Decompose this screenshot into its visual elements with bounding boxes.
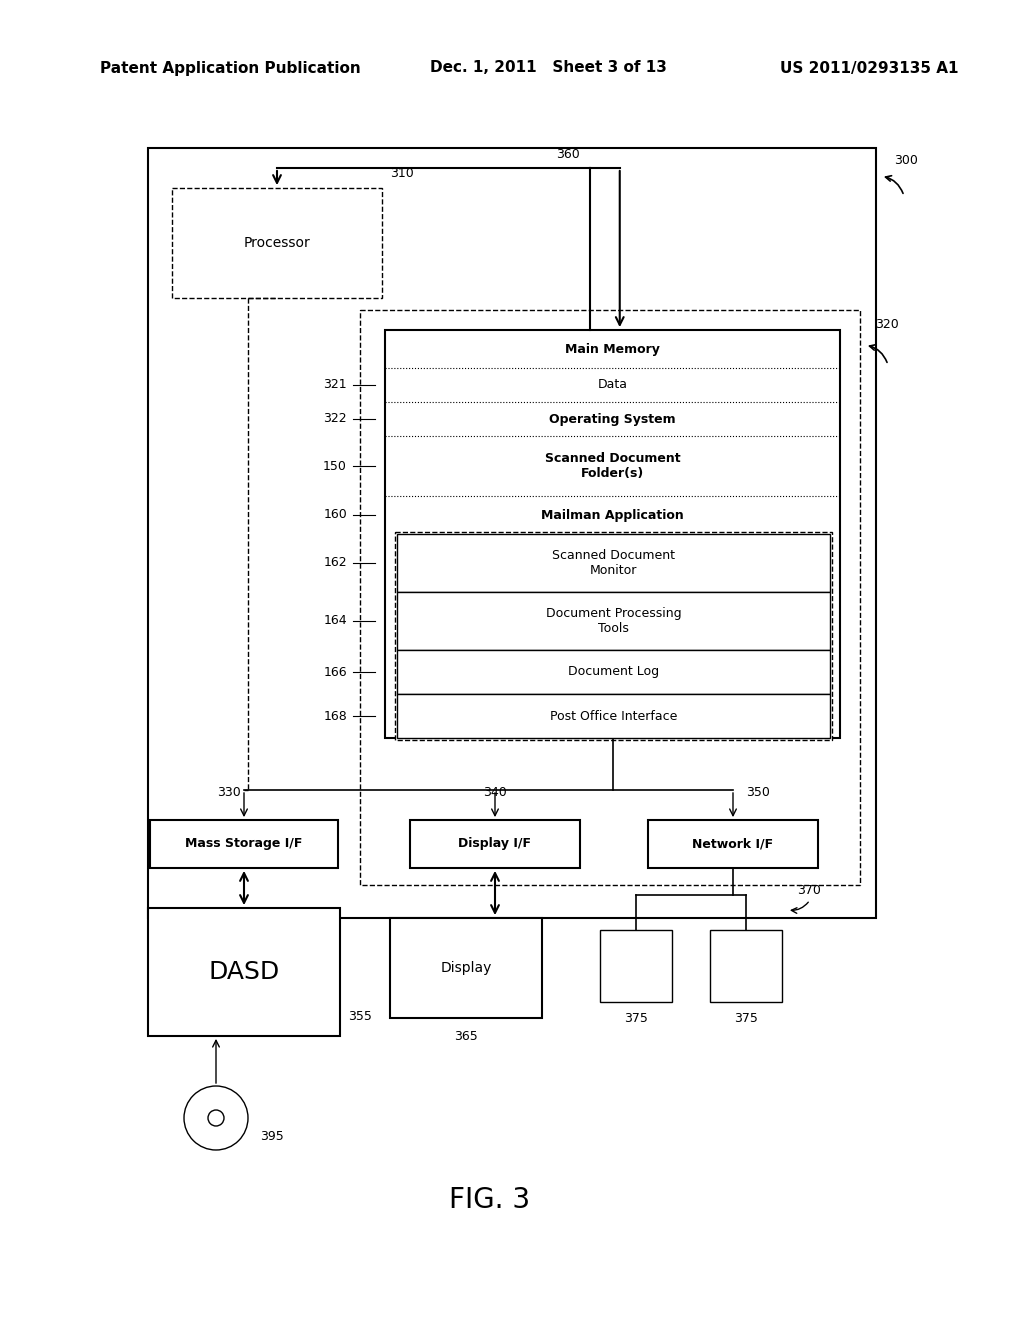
Text: 330: 330 (217, 785, 241, 799)
Text: 350: 350 (746, 785, 770, 799)
Text: 365: 365 (454, 1030, 478, 1043)
Text: Data: Data (597, 379, 628, 392)
Bar (648, 820, 818, 869)
Text: Dec. 1, 2011   Sheet 3 of 13: Dec. 1, 2011 Sheet 3 of 13 (430, 61, 667, 75)
Bar (397, 591, 830, 649)
Text: 310: 310 (390, 168, 414, 180)
Text: FIG. 3: FIG. 3 (450, 1185, 530, 1214)
Text: Mass Storage I/F: Mass Storage I/F (185, 837, 303, 850)
Text: Document Processing
Tools: Document Processing Tools (546, 607, 681, 635)
Bar (360, 310, 860, 884)
Text: Mailman Application: Mailman Application (541, 508, 684, 521)
Text: 370: 370 (797, 883, 821, 896)
Text: Scanned Document
Folder(s): Scanned Document Folder(s) (545, 451, 680, 480)
Text: Main Memory: Main Memory (565, 342, 659, 355)
Text: 300: 300 (894, 153, 918, 166)
Bar (397, 694, 830, 738)
Text: 162: 162 (324, 557, 347, 569)
Text: 322: 322 (324, 412, 347, 425)
Text: 360: 360 (556, 148, 580, 161)
Text: Post Office Interface: Post Office Interface (550, 710, 677, 722)
Text: 375: 375 (624, 1011, 648, 1024)
Text: 150: 150 (324, 459, 347, 473)
Text: Display I/F: Display I/F (459, 837, 531, 850)
Bar (410, 820, 580, 869)
Text: Display: Display (440, 961, 492, 975)
Text: DASD: DASD (208, 960, 280, 983)
Text: Document Log: Document Log (568, 665, 659, 678)
Bar (710, 931, 782, 1002)
Text: 164: 164 (324, 615, 347, 627)
Bar (148, 148, 876, 917)
Text: 321: 321 (324, 379, 347, 392)
Text: Operating System: Operating System (549, 412, 676, 425)
Text: 375: 375 (734, 1011, 758, 1024)
Bar (395, 532, 831, 741)
Text: 395: 395 (260, 1130, 284, 1143)
Text: US 2011/0293135 A1: US 2011/0293135 A1 (780, 61, 958, 75)
Bar (385, 330, 840, 738)
Text: Processor: Processor (244, 236, 310, 249)
Bar (600, 931, 672, 1002)
Bar (148, 908, 340, 1036)
Bar (150, 820, 338, 869)
Text: 355: 355 (348, 1010, 372, 1023)
Text: 166: 166 (324, 665, 347, 678)
Text: 320: 320 (874, 318, 899, 331)
Bar (397, 649, 830, 694)
Text: 340: 340 (483, 785, 507, 799)
Bar (397, 535, 830, 591)
Text: Network I/F: Network I/F (692, 837, 773, 850)
Text: Scanned Document
Monitor: Scanned Document Monitor (552, 549, 675, 577)
Text: Patent Application Publication: Patent Application Publication (100, 61, 360, 75)
Text: 160: 160 (324, 508, 347, 521)
Text: 168: 168 (324, 710, 347, 722)
Bar (390, 917, 542, 1018)
Bar (172, 187, 382, 298)
